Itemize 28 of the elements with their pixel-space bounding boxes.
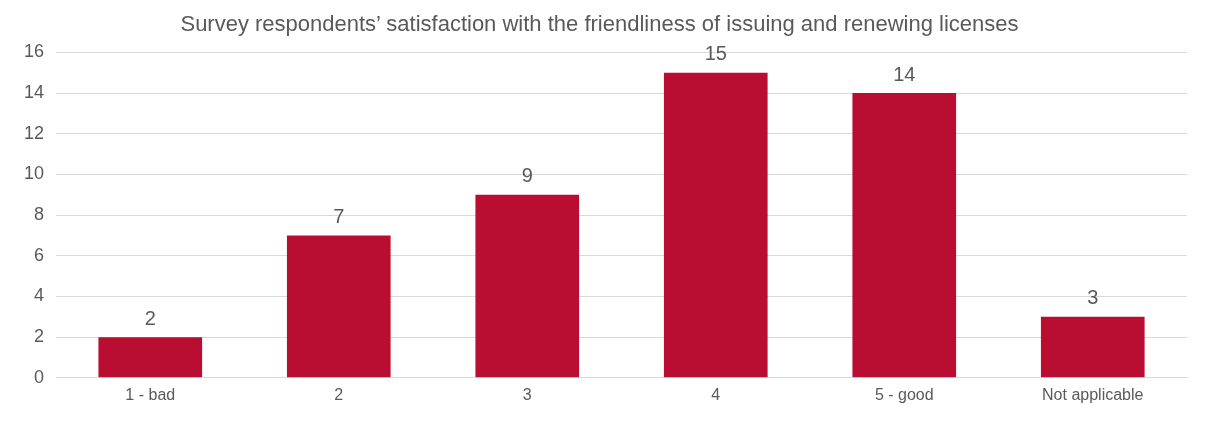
bar: [663, 72, 768, 378]
y-tick-label: 4: [34, 285, 45, 306]
y-tick-label: 12: [23, 122, 45, 143]
x-tick-label: 1 - bad: [125, 385, 176, 403]
data-label: 2: [144, 306, 156, 329]
data-label: 3: [1087, 286, 1099, 309]
y-tick-label: 6: [34, 244, 45, 265]
x-tick-label: 4: [711, 385, 721, 403]
y-tick-label: 8: [34, 204, 45, 225]
y-tick-label: 0: [34, 366, 45, 387]
x-tick-label: 3: [522, 385, 532, 403]
data-label: 9: [521, 164, 533, 187]
x-tick-label: Not applicable: [1042, 385, 1144, 403]
y-tick-label: 16: [23, 41, 45, 62]
data-label: 15: [704, 42, 727, 65]
x-tick-label: 5 - good: [874, 385, 934, 403]
data-label: 14: [893, 62, 916, 85]
data-label: 7: [333, 204, 345, 227]
x-tick-label: 2: [334, 385, 344, 403]
bar: [286, 235, 391, 378]
chart-title: Survey respondents’ satisfaction with the friendliness of issuing and renewing licenses: [180, 11, 1019, 37]
y-tick-label: 10: [23, 163, 45, 184]
bar: [852, 93, 957, 378]
bar: [98, 337, 203, 378]
y-tick-label: 2: [34, 326, 45, 347]
y-tick-label: 14: [23, 82, 45, 103]
bar: [475, 194, 580, 378]
bar: [1040, 316, 1145, 378]
